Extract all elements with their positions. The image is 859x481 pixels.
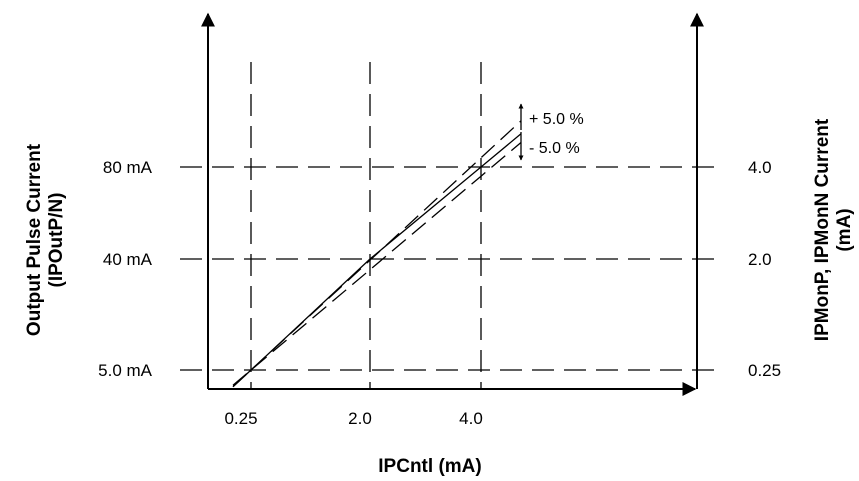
x-tick-label-0: 0.25 xyxy=(224,409,257,428)
left-axis-title-line-2: (IPOutP/N) xyxy=(46,193,67,288)
series-line-2 xyxy=(232,142,522,386)
plus-tolerance-label: + 5.0 % xyxy=(529,111,584,128)
right-tick-label-1: 2.0 xyxy=(748,250,772,269)
left-axis-title: Output Pulse Current (IPOutP/N) xyxy=(24,143,67,336)
grid xyxy=(180,62,724,389)
right-axis-title-line-2: (mA) xyxy=(834,208,855,251)
tick-labels: 0.25 2.0 4.0 5.0 mA 40 mA 80 mA 0.25 2.0 4.0 xyxy=(98,158,781,428)
minus-tolerance-label: - 5.0 % xyxy=(529,140,580,157)
left-tick-label-1: 40 mA xyxy=(103,250,153,269)
left-tick-label-0: 5.0 mA xyxy=(98,361,153,380)
left-tick-label-2: 80 mA xyxy=(103,158,153,177)
right-tick-label-2: 4.0 xyxy=(748,158,772,177)
left-axis-title-line-1: Output Pulse Current xyxy=(24,143,45,336)
x-tick-label-2: 4.0 xyxy=(459,409,483,428)
series-group xyxy=(232,120,522,388)
right-axis-title: IPMonP, IPMonN Current (mA) xyxy=(812,118,855,341)
right-axis-title-line-1: IPMonP, IPMonN Current xyxy=(812,118,833,341)
series-line-1 xyxy=(232,120,522,388)
x-tick-label-1: 2.0 xyxy=(348,409,372,428)
right-tick-label-0: 0.25 xyxy=(748,361,781,380)
x-axis-title: IPCntl (mA) xyxy=(378,456,481,477)
